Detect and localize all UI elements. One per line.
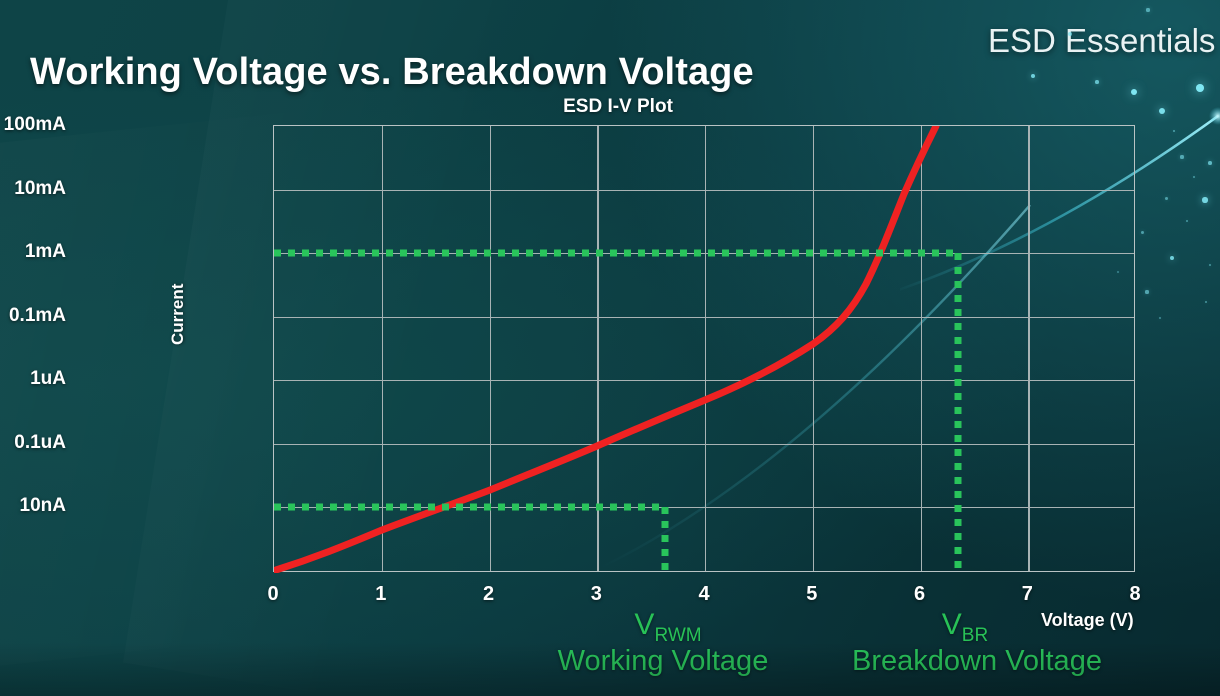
y-axis-title: Current <box>168 283 187 345</box>
vrwm-symbol-subscript: RWM <box>654 625 702 646</box>
x-tick-label: 2 <box>482 583 495 605</box>
gridline-vertical <box>489 126 491 571</box>
y-tick-label: 100mA <box>3 114 66 135</box>
vbr-symbol-subscript: BR <box>961 625 989 646</box>
gridline-horizontal <box>274 380 1134 382</box>
vbr-symbol-letter: V <box>941 608 962 641</box>
y-tick-label: 0.1uA <box>14 431 66 453</box>
curve-layer <box>274 126 962 573</box>
gridline-horizontal <box>274 253 1134 255</box>
x-axis-title: Voltage (V) <box>1041 610 1134 630</box>
x-tick-label: 1 <box>375 583 387 605</box>
gridline-vertical <box>812 126 815 571</box>
vbr-symbol: VBR <box>942 608 988 647</box>
y-tick-label: 1mA <box>24 241 66 262</box>
x-tick-label: 7 <box>1021 583 1033 605</box>
x-tick-label: 8 <box>1129 583 1141 605</box>
faint-diagonal-decoration <box>600 204 1031 570</box>
deck-series-title: ESD Essentials <box>988 22 1216 59</box>
gridline-vertical <box>705 126 707 571</box>
x-tick-label: 5 <box>806 583 818 605</box>
plot-area <box>273 125 1135 573</box>
y-tick-label: 0.1mA <box>8 304 66 326</box>
vbr-label: Breakdown Voltage <box>852 645 1102 677</box>
gridline-vertical <box>920 126 922 571</box>
gridline-vertical <box>381 126 384 571</box>
x-tick-label: 3 <box>590 583 602 605</box>
gridline-horizontal <box>274 189 1134 191</box>
y-tick-label: 10nA <box>19 495 66 516</box>
page-title: Working Voltage vs. Breakdown Voltage <box>30 51 754 94</box>
x-tick-label: 6 <box>913 583 926 605</box>
gridline-vertical <box>597 126 599 571</box>
y-tick-label: 10mA <box>14 177 66 199</box>
x-tick-label: 4 <box>698 583 710 605</box>
vrwm-label: Working Voltage <box>557 645 769 677</box>
gridline-horizontal <box>274 507 1134 509</box>
gridline-horizontal <box>274 443 1134 445</box>
y-tick-label: 1uA <box>30 368 66 389</box>
gridline-vertical <box>1028 126 1030 571</box>
vrwm-symbol-letter: V <box>634 608 655 641</box>
iv-curve <box>274 126 940 573</box>
gridline-horizontal <box>274 316 1134 318</box>
vrwm-symbol: VRWM <box>634 608 701 647</box>
chart-title: ESD I-V Plot <box>563 96 673 117</box>
x-tick-label: 0 <box>267 583 279 605</box>
